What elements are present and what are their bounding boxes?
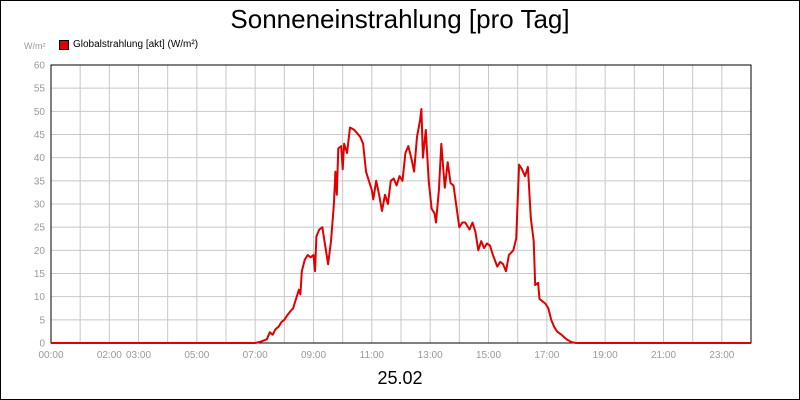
x-tick-label: 13:00 xyxy=(418,350,443,361)
series-line xyxy=(51,108,751,344)
y-tick-label: 35 xyxy=(34,176,46,187)
x-tick-label: 09:00 xyxy=(301,350,326,361)
x-tick-label: 03:00 xyxy=(126,350,151,361)
y-tick-label: 0 xyxy=(39,339,45,350)
y-tick-label: 15 xyxy=(34,269,46,280)
legend-swatch xyxy=(59,39,69,50)
x-tick-label: 00:00 xyxy=(38,350,63,361)
x-tick-label: 23:00 xyxy=(709,350,734,361)
y-tick-label: 50 xyxy=(34,107,46,118)
y-tick-label: 20 xyxy=(34,246,46,257)
x-tick-label: 11:00 xyxy=(360,350,385,361)
legend: Globalstrahlung [akt] (W/m²) xyxy=(59,39,198,50)
y-tick-label: 45 xyxy=(34,130,46,141)
y-tick-label: 25 xyxy=(34,223,46,234)
y-tick-label: 55 xyxy=(34,84,46,95)
x-tick-label: 02:00 xyxy=(97,350,122,361)
x-tick-label: 19:00 xyxy=(593,350,618,361)
y-tick-label: 60 xyxy=(34,61,46,72)
x-tick-label: 15:00 xyxy=(476,350,501,361)
x-tick-label: 05:00 xyxy=(184,350,209,361)
y-axis-unit-label: W/m² xyxy=(24,41,46,51)
x-axis-date-label: 25.02 xyxy=(377,368,423,388)
y-tick-label: 10 xyxy=(34,292,46,303)
chart-title: Sonneneinstrahlung [pro Tag] xyxy=(230,4,570,34)
y-tick-label: 40 xyxy=(34,153,46,164)
legend-label: Globalstrahlung [akt] (W/m²) xyxy=(73,39,199,50)
plot-border xyxy=(50,64,752,344)
y-tick-label: 5 xyxy=(39,315,45,326)
x-tick-label: 21:00 xyxy=(651,350,676,361)
y-tick-label: 30 xyxy=(34,200,46,211)
x-tick-label: 17:00 xyxy=(534,350,559,361)
x-tick-label: 07:00 xyxy=(243,350,268,361)
